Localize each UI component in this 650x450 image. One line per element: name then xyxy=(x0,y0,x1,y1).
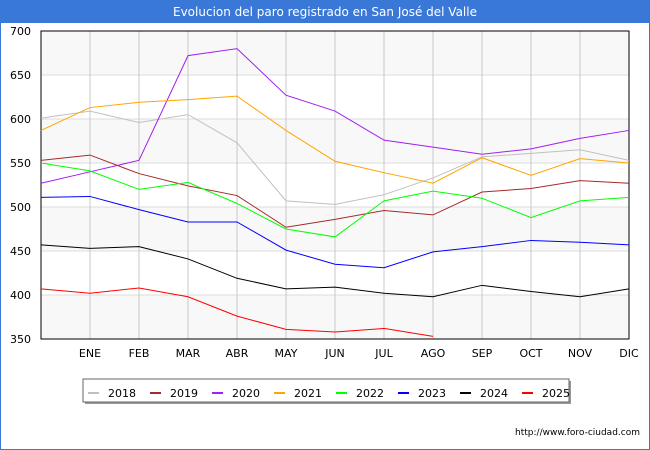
legend-label-2019: 2019 xyxy=(170,387,198,400)
x-tick-label: MAR xyxy=(176,347,201,360)
source-url[interactable]: http://www.foro-ciudad.com xyxy=(515,428,640,438)
chart-title: Evolucion del paro registrado en San Jos… xyxy=(1,1,649,23)
legend-label-2024: 2024 xyxy=(480,387,508,400)
x-tick-label: MAY xyxy=(275,347,298,360)
series-line-2023 xyxy=(40,195,630,269)
plot-border xyxy=(40,30,630,340)
x-tick-label: ENE xyxy=(79,347,101,360)
x-tick-label: SEP xyxy=(472,347,493,360)
y-tick-label: 650 xyxy=(10,69,31,82)
series-line-2022 xyxy=(40,162,630,238)
series-line-2024 xyxy=(40,244,630,298)
series-line-2021 xyxy=(40,95,630,184)
x-tick-label: AGO xyxy=(421,347,446,360)
series-line-2020 xyxy=(40,48,630,184)
y-tick-label: 500 xyxy=(10,201,31,214)
legend-label-2022: 2022 xyxy=(356,387,384,400)
y-tick-label: 600 xyxy=(10,113,31,126)
legend-label-2021: 2021 xyxy=(294,387,322,400)
y-tick-label: 350 xyxy=(10,333,31,346)
legend-label-2020: 2020 xyxy=(232,387,260,400)
legend-label-2018: 2018 xyxy=(108,387,136,400)
series-line-2018 xyxy=(40,110,630,205)
series-line-2019 xyxy=(40,154,630,228)
legend-label-2023: 2023 xyxy=(418,387,446,400)
x-tick-label: JUL xyxy=(374,347,393,360)
y-tick-label: 550 xyxy=(10,157,31,170)
x-tick-label: NOV xyxy=(568,347,593,360)
series-line-2025 xyxy=(40,287,434,337)
legend-label-2025: 2025 xyxy=(542,387,570,400)
x-tick-label: DIC xyxy=(619,347,639,360)
y-tick-label: 450 xyxy=(10,245,31,258)
x-tick-label: ABR xyxy=(226,347,249,360)
x-tick-label: FEB xyxy=(129,347,150,360)
x-tick-label: OCT xyxy=(519,347,542,360)
legend: 2018 2019 2020 2021 2022 2023 2024 2025 xyxy=(82,378,571,404)
y-tick-label: 700 xyxy=(10,25,31,38)
legend-box xyxy=(82,378,570,403)
y-tick-label: 400 xyxy=(10,289,31,302)
x-tick-label: JUN xyxy=(324,347,345,360)
